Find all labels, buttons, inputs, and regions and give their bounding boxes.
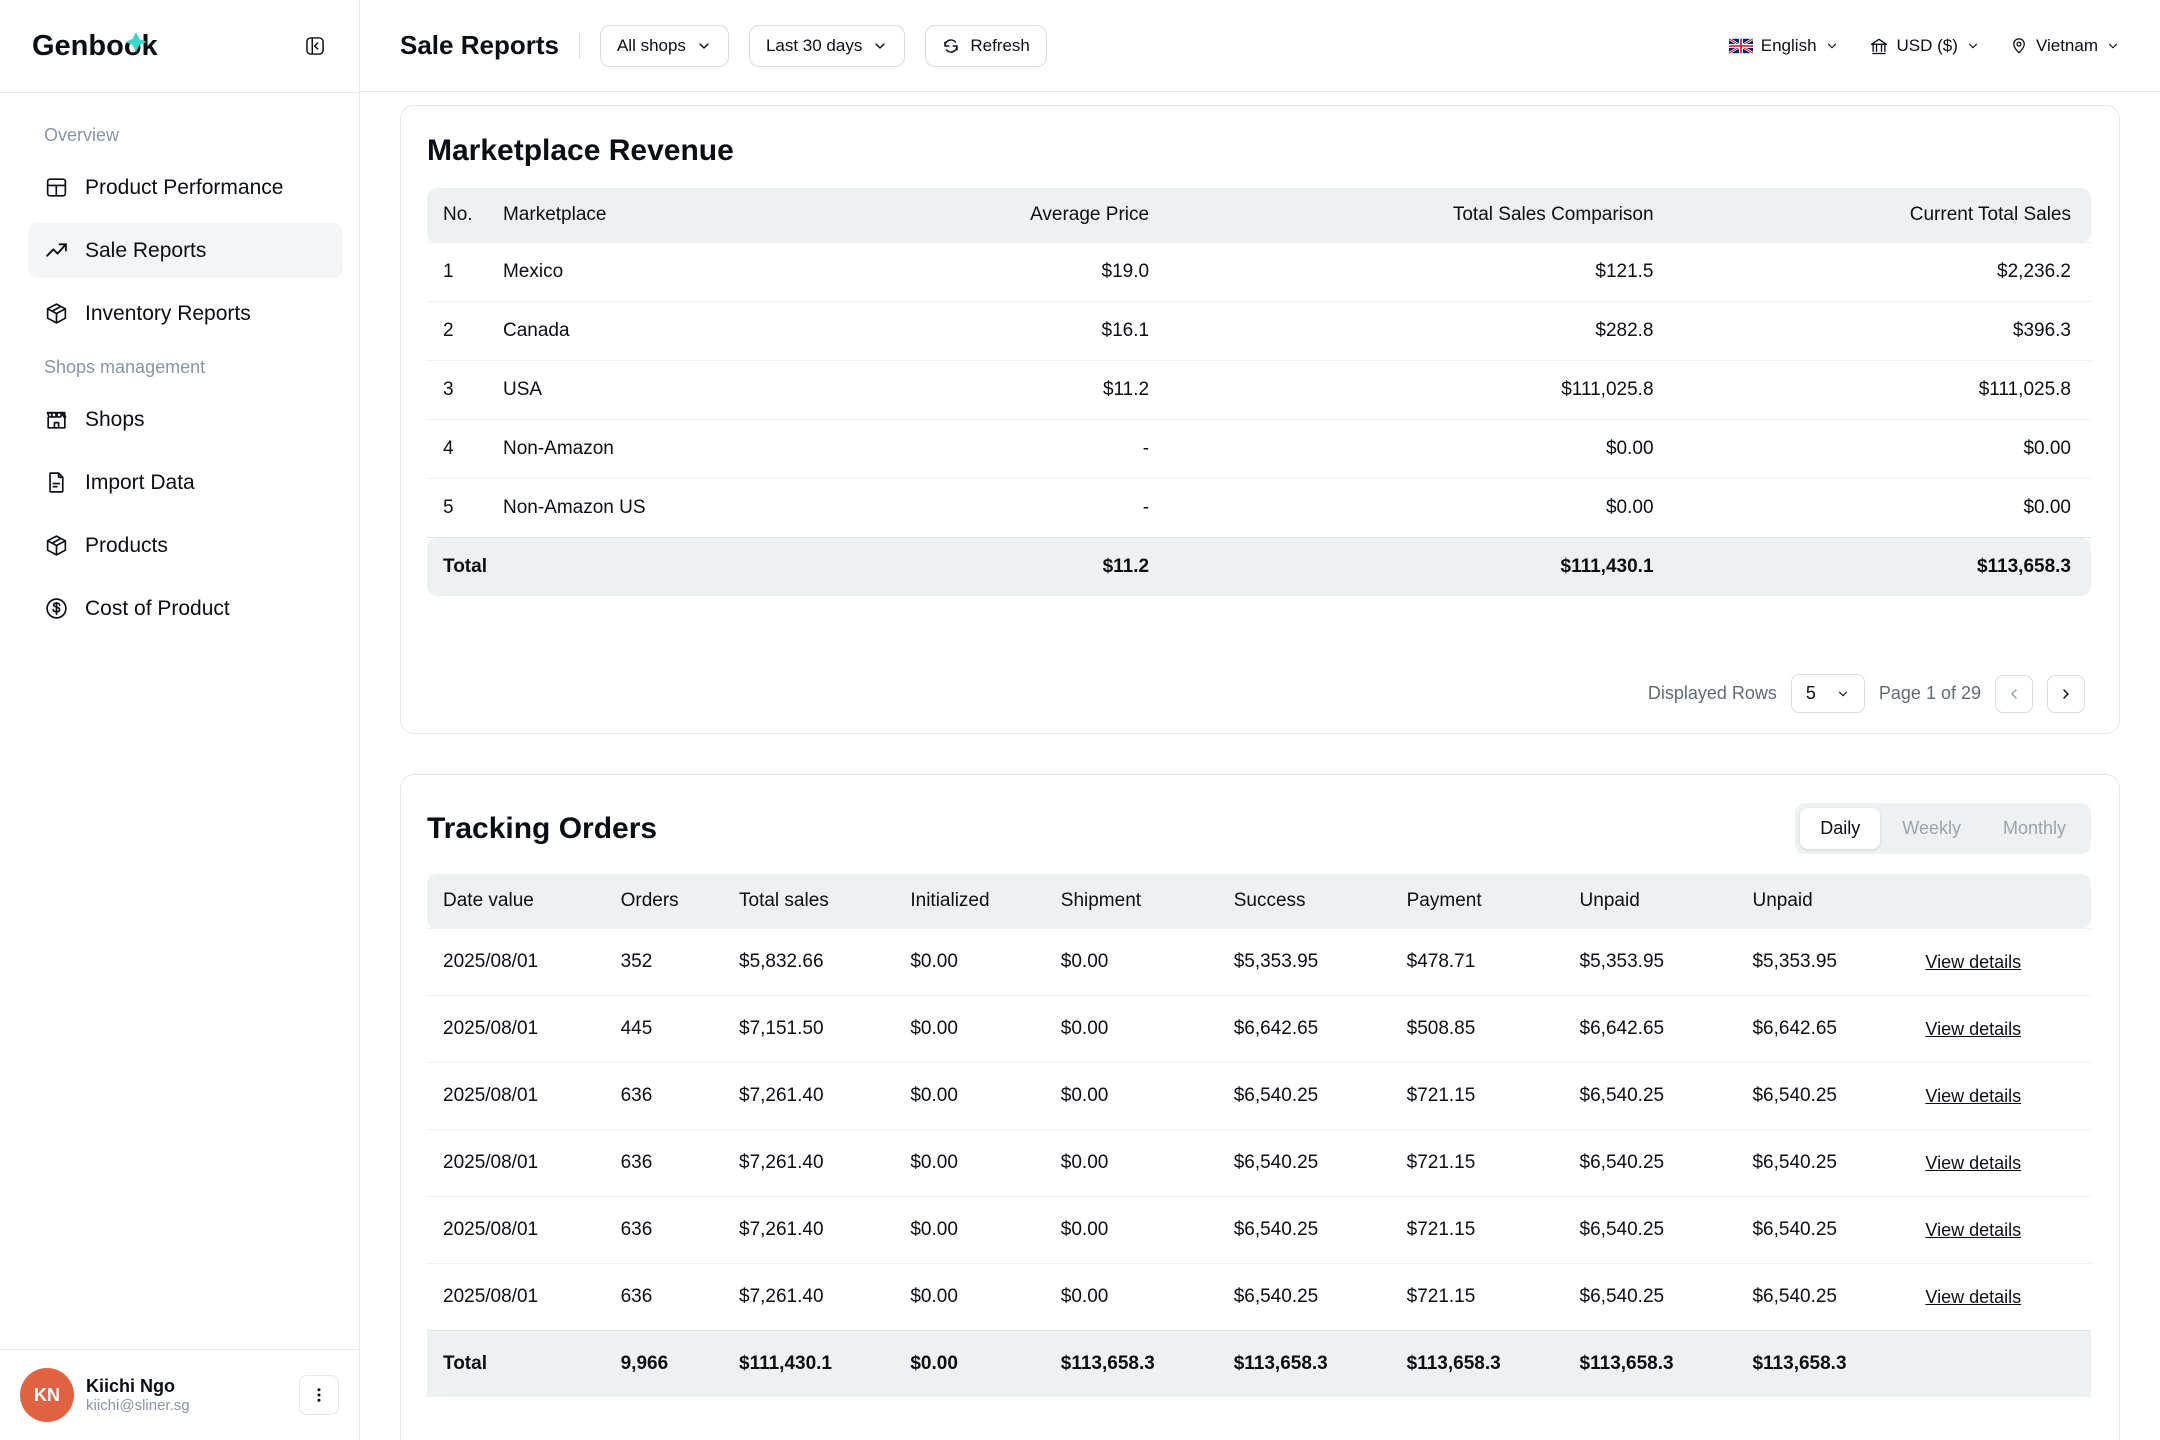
svg-text:Genbook: Genbook xyxy=(32,30,159,62)
